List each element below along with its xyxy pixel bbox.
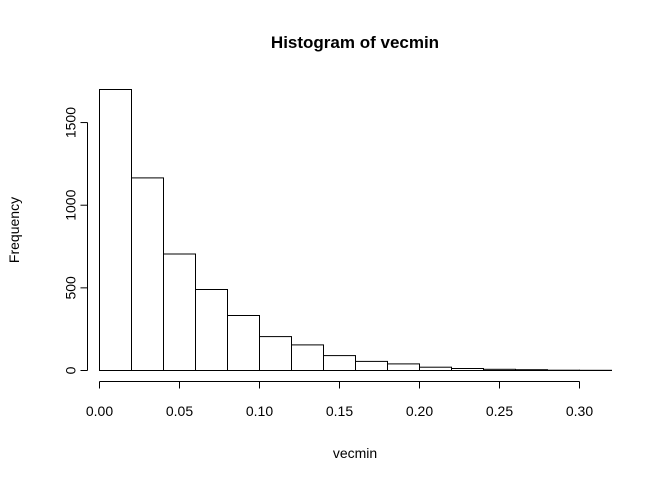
- x-tick-label: 0.05: [166, 403, 193, 419]
- histogram-bar: [483, 368, 516, 371]
- x-tick-label: 0.00: [86, 403, 113, 419]
- x-tick-label: 0.30: [566, 403, 593, 419]
- x-tick-label: 0.10: [246, 403, 273, 419]
- histogram-bar: [323, 355, 356, 372]
- histogram-bar: [131, 177, 164, 371]
- x-tick-label: 0.25: [486, 403, 513, 419]
- x-axis-label: vecmin: [333, 445, 377, 461]
- x-tick-label: 0.20: [406, 403, 433, 419]
- histogram-bar: [419, 366, 452, 372]
- histogram-bar: [355, 360, 388, 371]
- bars-group: [99, 89, 612, 372]
- histogram-bar: [99, 89, 132, 371]
- histogram-bar: [291, 344, 324, 371]
- x-axis: 0.00 0.05 0.10 0.15 0.20 0.25 0.30: [86, 381, 593, 419]
- y-tick-label: 1000: [63, 189, 79, 220]
- y-tick-label: 1500: [63, 107, 79, 138]
- histogram-bar: [515, 369, 548, 372]
- histogram-bar: [163, 253, 196, 371]
- histogram-bar: [227, 315, 260, 371]
- histogram-bar: [451, 368, 484, 371]
- histogram-bar: [387, 363, 420, 371]
- x-tick-label: 0.15: [326, 403, 353, 419]
- chart-title: Histogram of vecmin: [271, 33, 439, 52]
- y-tick-label: 500: [63, 276, 79, 300]
- y-tick-label: 0: [63, 366, 79, 374]
- y-axis-label: Frequency: [6, 197, 22, 263]
- histogram-bar: [195, 289, 228, 371]
- y-axis: 0 500 1000 1500: [63, 107, 88, 374]
- histogram-bar: [259, 336, 292, 372]
